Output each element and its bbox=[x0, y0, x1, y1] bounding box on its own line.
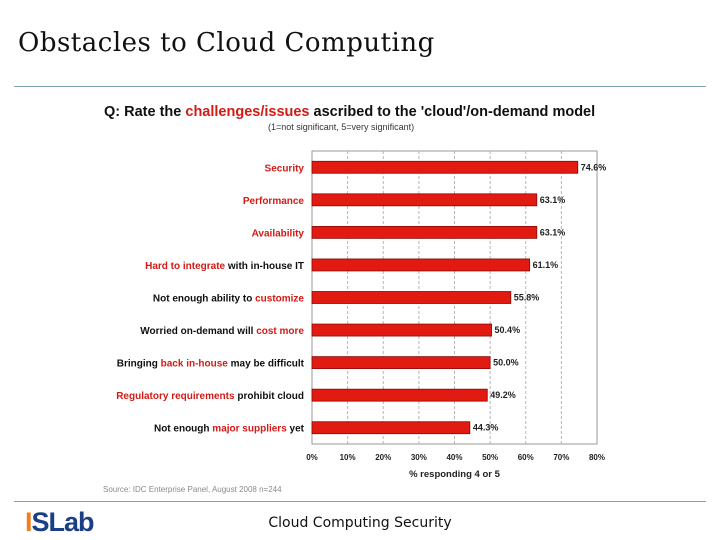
category-label: Hard to integrate with in-house IT bbox=[145, 261, 304, 272]
x-tick-label: 40% bbox=[446, 453, 462, 462]
value-label: 44.3% bbox=[473, 423, 499, 433]
x-tick-label: 70% bbox=[553, 453, 569, 462]
x-tick-label: 60% bbox=[518, 453, 534, 462]
category-label: Performance bbox=[243, 196, 305, 207]
islab-logo: ISLab bbox=[25, 507, 95, 537]
bar bbox=[311, 323, 492, 337]
bar bbox=[311, 291, 512, 304]
x-tick-label: 20% bbox=[375, 453, 391, 462]
bar bbox=[311, 356, 491, 370]
value-label: 63.1% bbox=[540, 227, 566, 237]
bar bbox=[311, 160, 579, 174]
chart-title: Q: Rate the challenges/issues ascribed t… bbox=[104, 104, 595, 120]
x-tick-label: 0% bbox=[306, 453, 318, 462]
value-label: 49.2% bbox=[490, 390, 516, 400]
category-label: Not enough ability to customize bbox=[153, 294, 305, 305]
value-label: 50.0% bbox=[493, 358, 519, 368]
logo-text: SLab bbox=[31, 507, 95, 537]
logo-prefix: I bbox=[25, 507, 32, 537]
source-note: Source: IDC Enterprise Panel, August 200… bbox=[103, 485, 282, 494]
bar bbox=[311, 258, 531, 272]
x-tick-label: 80% bbox=[589, 453, 605, 462]
category-label: Availability bbox=[252, 228, 305, 239]
category-label: Worried on-demand will cost more bbox=[140, 326, 304, 337]
slide-title: Obstacles to Cloud Computing bbox=[18, 28, 435, 58]
value-label: 74.6% bbox=[581, 162, 607, 172]
x-tick-label: 10% bbox=[340, 453, 356, 462]
category-label: Not enough major suppliers yet bbox=[154, 424, 305, 435]
bar bbox=[311, 225, 538, 239]
chart-subtitle: (1=not significant, 5=very significant) bbox=[268, 122, 414, 132]
title-divider bbox=[14, 86, 706, 87]
category-label: Bringing back in-house may be difficult bbox=[117, 359, 305, 370]
bar bbox=[311, 388, 488, 402]
bar-chart: Q: Rate the challenges/issues ascribed t… bbox=[103, 104, 607, 494]
x-tick-label: 50% bbox=[482, 453, 498, 462]
value-label: 61.1% bbox=[533, 260, 559, 270]
value-label: 63.1% bbox=[540, 195, 566, 205]
x-axis-label: % responding 4 or 5 bbox=[409, 469, 501, 480]
value-label: 55.8% bbox=[514, 293, 540, 303]
x-tick-label: 30% bbox=[411, 453, 427, 462]
category-label: Security bbox=[265, 163, 305, 174]
bar bbox=[311, 193, 538, 207]
footer-label: Cloud Computing Security bbox=[268, 515, 452, 531]
bar bbox=[311, 421, 471, 435]
category-label: Regulatory requirements prohibit cloud bbox=[116, 391, 304, 402]
footer-divider bbox=[14, 501, 706, 502]
value-label: 50.4% bbox=[495, 325, 521, 335]
